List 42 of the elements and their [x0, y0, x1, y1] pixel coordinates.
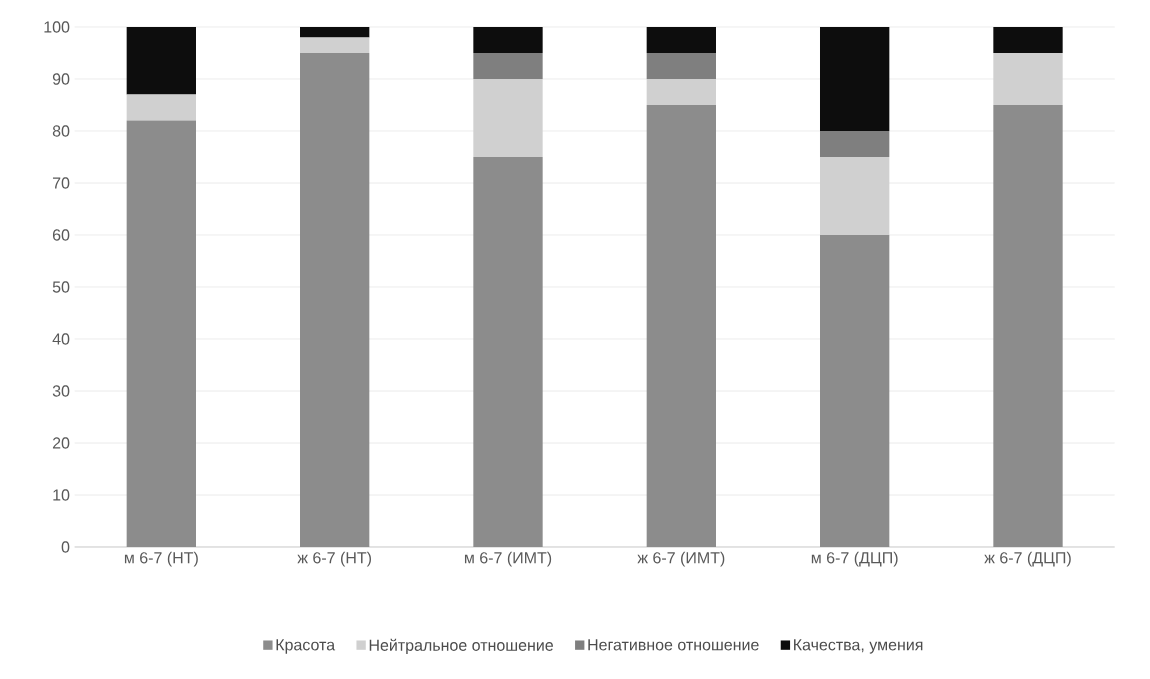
bar	[646, 79, 716, 105]
bar	[820, 235, 890, 547]
bar	[473, 27, 543, 53]
x-tick-label: м 6-7 (ИМТ)	[464, 551, 552, 567]
bar	[300, 27, 370, 38]
y-tick-label: 10	[53, 489, 70, 501]
legend-label: Качества, умения	[794, 639, 923, 654]
bar	[646, 27, 716, 53]
bar	[473, 157, 543, 547]
y-tick-label: 100	[44, 21, 70, 33]
x-tick-label: ж 6-7 (НТ)	[297, 551, 371, 567]
bar	[993, 105, 1063, 547]
legend-label: Красота	[276, 639, 336, 654]
bar	[646, 53, 716, 79]
bar	[473, 53, 543, 79]
bar	[820, 27, 890, 131]
bar	[126, 27, 196, 95]
y-tick-label: 70	[52, 177, 70, 189]
bar	[300, 53, 370, 547]
bar	[993, 53, 1063, 105]
legend-label: Нейтральное отношение	[369, 638, 553, 655]
bar	[126, 120, 196, 547]
bar	[126, 94, 196, 121]
bar	[820, 157, 890, 235]
y-tick-label: 90	[52, 73, 70, 85]
y-tick-label: 60	[52, 229, 70, 241]
y-tick-label: 0	[61, 541, 70, 553]
bar	[820, 131, 890, 157]
legend-label: Негативное отношение	[588, 639, 759, 651]
x-tick-label: м 6-7 (ДЦП)	[811, 551, 898, 567]
bar	[473, 79, 543, 157]
x-tick-label: м 6-7 (НТ)	[124, 551, 198, 567]
x-tick-label: ж 6-7 (ИМТ)	[637, 551, 725, 567]
bar	[300, 37, 370, 53]
bar	[993, 27, 1063, 53]
y-tick-label: 40	[52, 333, 70, 345]
bar	[646, 105, 716, 547]
y-tick-label: 30	[52, 385, 70, 397]
y-tick-label: 80	[52, 125, 70, 137]
y-tick-label: 20	[52, 437, 70, 449]
x-tick-label: ж 6-7 (ДЦП)	[984, 551, 1071, 567]
y-tick-label: 50	[52, 281, 70, 293]
